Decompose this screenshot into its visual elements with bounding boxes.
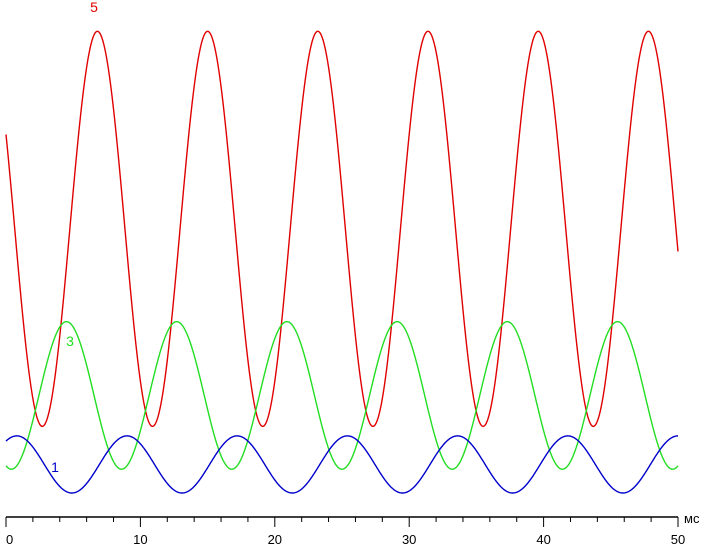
x-tick-label: 30	[402, 532, 416, 546]
x-tick-label: 10	[133, 532, 147, 546]
series-line-3	[5, 320, 679, 470]
series-layer: 5 3 1	[5, 0, 679, 494]
series-label-1: 1	[51, 459, 59, 475]
x-tick-label: 20	[268, 532, 282, 546]
x-tick-label: 50	[671, 532, 685, 546]
series-label-5: 5	[90, 0, 98, 15]
x-tick-label: 0	[6, 532, 13, 546]
x-ticks: 0 10 20 30 40 50	[5, 517, 685, 546]
series-line-5	[5, 30, 679, 428]
x-tick-label: 40	[536, 532, 550, 546]
series-line-1	[5, 435, 679, 494]
x-axis-unit-label: мс	[684, 511, 700, 526]
series-label-3: 3	[66, 333, 74, 349]
